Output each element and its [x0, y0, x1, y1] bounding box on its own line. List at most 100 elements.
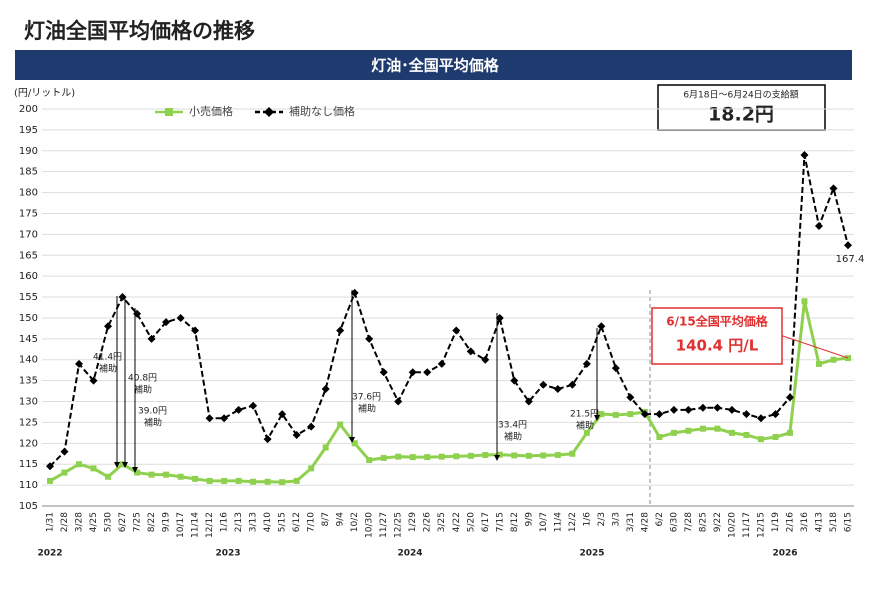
- y-tick-label: 105: [19, 501, 38, 512]
- x-tick-label: 12/15: [756, 512, 766, 538]
- marker: [728, 429, 735, 436]
- x-tick-label: 3/25: [437, 512, 447, 532]
- x-tick-label: 4/28: [640, 512, 650, 532]
- x-tick-label: 1/16: [220, 512, 230, 532]
- marker: [481, 355, 490, 364]
- marker: [844, 241, 852, 250]
- y-tick-label: 120: [19, 438, 38, 449]
- x-tick-label: 6/2: [655, 512, 665, 526]
- marker: [205, 414, 214, 423]
- marker: [785, 393, 794, 402]
- x-tick-label: 9/19: [162, 512, 172, 532]
- marker: [525, 452, 532, 459]
- annotation-note: 補助: [99, 363, 117, 375]
- marker: [394, 397, 403, 406]
- year-label: 2025: [579, 549, 604, 559]
- marker: [308, 465, 315, 472]
- marker: [655, 410, 664, 419]
- legend-marker: [165, 108, 173, 116]
- marker: [408, 368, 417, 377]
- x-tick-label: 4/13: [814, 512, 824, 532]
- marker: [829, 184, 838, 193]
- subsidy-box: [657, 84, 826, 131]
- annotation-note: 補助: [504, 431, 522, 443]
- x-tick-label: 3/31: [626, 512, 636, 532]
- x-tick-label: 8/25: [698, 512, 708, 532]
- marker: [511, 452, 518, 459]
- x-tick-label: 6/30: [669, 512, 679, 532]
- marker: [568, 380, 577, 389]
- x-tick-label: 1/19: [771, 512, 781, 532]
- marker: [626, 393, 635, 402]
- marker: [742, 410, 751, 419]
- marker: [249, 401, 258, 410]
- y-tick-label: 185: [19, 167, 38, 178]
- marker: [395, 453, 402, 460]
- y-tick-label: 170: [19, 229, 38, 240]
- marker: [757, 436, 764, 443]
- year-label: 2024: [397, 549, 422, 559]
- x-tick-label: 10/2: [350, 512, 360, 532]
- marker: [438, 453, 445, 460]
- year-label: 2022: [37, 549, 62, 559]
- marker: [815, 360, 822, 367]
- marker: [845, 355, 851, 362]
- subsidy-period: 6月18日～6月24日の支給額: [683, 89, 798, 101]
- marker: [540, 452, 547, 459]
- x-tick-label: 2/13: [234, 512, 244, 532]
- x-tick-label: 3/16: [800, 512, 810, 532]
- marker: [47, 477, 53, 484]
- x-tick-label: 2/26: [423, 512, 433, 532]
- marker: [264, 478, 271, 485]
- x-tick-label: 6/27: [118, 512, 128, 532]
- marker: [163, 471, 170, 478]
- marker: [582, 359, 591, 368]
- x-tick-label: 8/7: [321, 512, 331, 526]
- y-tick-label: 125: [19, 417, 38, 428]
- y-tick-label: 155: [19, 292, 38, 303]
- x-tick-label: 2/16: [785, 512, 795, 532]
- year-label: 2023: [215, 549, 240, 559]
- annotation-amount: 33.4円: [498, 420, 527, 431]
- marker: [743, 431, 750, 438]
- marker: [337, 421, 344, 428]
- marker: [467, 452, 474, 459]
- x-tick-label: 10/20: [727, 512, 737, 538]
- annotation-amount: 39.0円: [138, 406, 167, 417]
- marker: [366, 457, 373, 464]
- marker: [482, 452, 489, 459]
- x-tick-label: 7/10: [307, 512, 317, 532]
- x-tick-label: 3/28: [75, 512, 85, 532]
- y-tick-label: 160: [19, 271, 38, 282]
- x-tick-label: 6/12: [292, 512, 302, 532]
- marker: [134, 469, 141, 476]
- marker: [466, 347, 475, 356]
- marker: [801, 298, 808, 305]
- marker: [89, 376, 98, 385]
- marker: [380, 454, 387, 461]
- x-tick-label: 7/15: [495, 512, 505, 532]
- x-tick-label: 8/12: [510, 512, 520, 532]
- marker: [177, 473, 184, 480]
- y-tick-label: 190: [19, 146, 38, 157]
- annotation-amount: 40.8円: [128, 373, 157, 384]
- annotation-amount: 21.5円: [570, 409, 599, 420]
- marker: [176, 313, 185, 322]
- x-tick-label: 4/10: [263, 512, 273, 532]
- marker: [162, 318, 171, 327]
- x-tick-label: 2/3: [597, 512, 607, 526]
- marker: [510, 376, 519, 385]
- marker: [424, 454, 431, 461]
- marker: [597, 322, 606, 331]
- x-tick-label: 10/30: [365, 512, 375, 538]
- x-tick-label: 9/4: [336, 512, 346, 527]
- marker: [60, 447, 69, 456]
- marker: [714, 425, 721, 432]
- marker: [627, 411, 634, 418]
- end-label: 167.4: [836, 254, 865, 265]
- marker: [786, 429, 793, 436]
- annotation-amount: 37.6円: [352, 392, 381, 403]
- marker: [250, 478, 257, 485]
- marker: [379, 368, 388, 377]
- marker: [495, 313, 504, 322]
